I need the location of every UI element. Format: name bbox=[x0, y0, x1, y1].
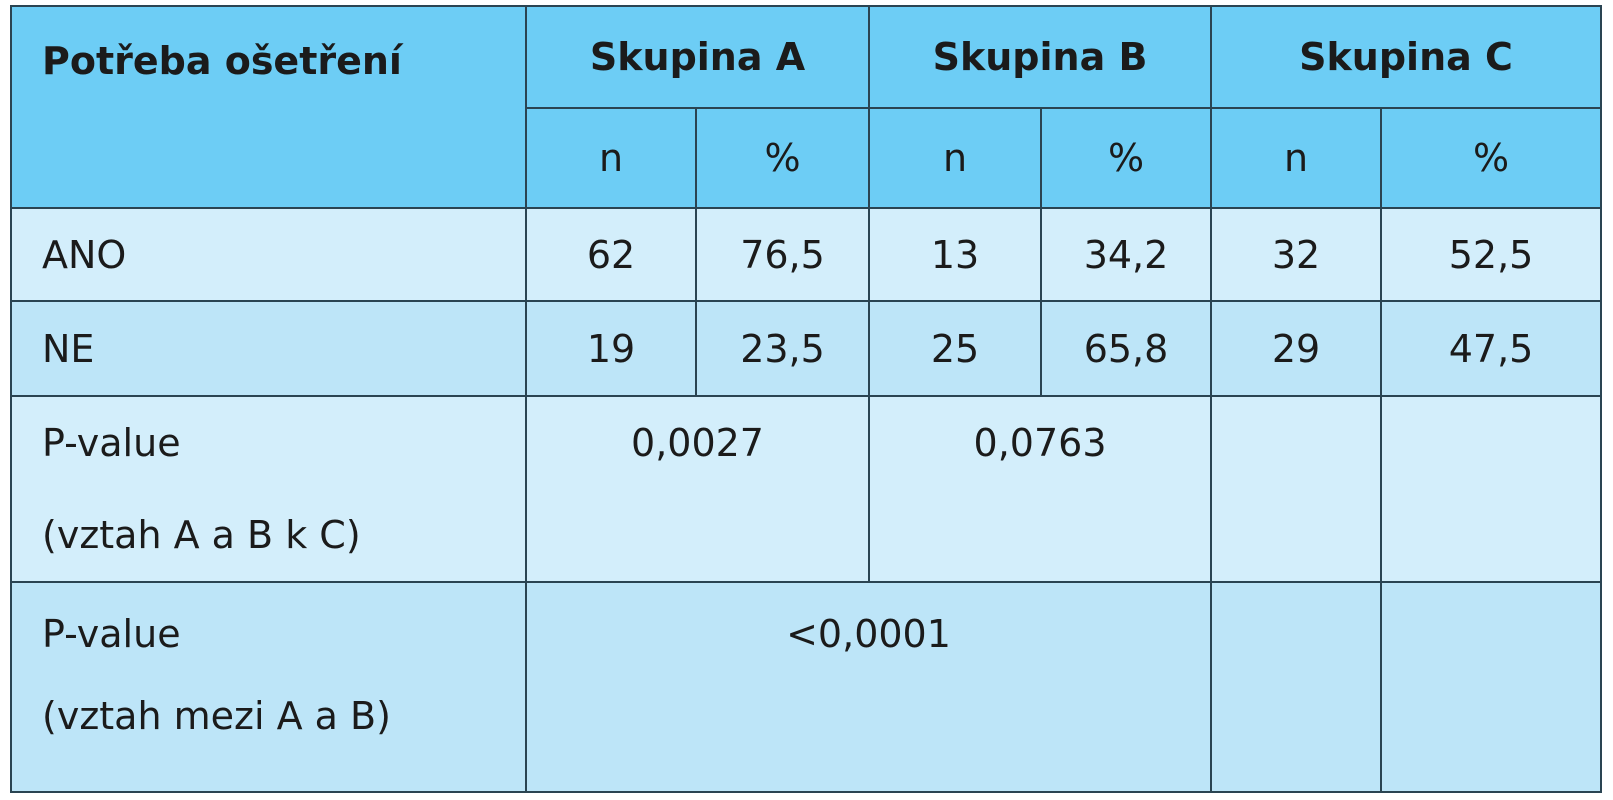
note: (vztah A a B k C) bbox=[42, 513, 361, 557]
cell: 62 bbox=[525, 207, 697, 302]
row-label: ANO bbox=[10, 207, 527, 302]
subheader: % bbox=[1040, 107, 1213, 209]
empty-cell bbox=[1210, 395, 1383, 583]
cell: 76,5 bbox=[694, 207, 871, 302]
cell: 34,2 bbox=[1040, 207, 1213, 302]
cell: 25 bbox=[868, 300, 1043, 397]
note: (vztah mezi A a B) bbox=[42, 694, 391, 738]
group-header: Skupina C bbox=[1210, 5, 1603, 109]
data-row: ANO 62 76,5 13 34,2 32 52,5 bbox=[10, 207, 1603, 302]
row-label: NE bbox=[10, 300, 527, 397]
group-header: Skupina B bbox=[868, 5, 1213, 109]
cell: 47,5 bbox=[1380, 300, 1603, 397]
subheader: % bbox=[1380, 107, 1603, 209]
empty-cell bbox=[1210, 581, 1383, 793]
subheader: n bbox=[1210, 107, 1383, 209]
subheader: n bbox=[525, 107, 697, 209]
data-row: NE 19 23,5 25 65,8 29 47,5 bbox=[10, 300, 1603, 397]
row-label: P-value (vztah A a B k C) bbox=[10, 395, 527, 583]
p-value: 0,0027 bbox=[524, 395, 871, 583]
header-label: Potřeba ošetření bbox=[10, 5, 527, 209]
cell: 29 bbox=[1210, 300, 1383, 397]
subheader: n bbox=[868, 107, 1043, 209]
results-table: Potřeba ošetření Skupina A Skupina B Sku… bbox=[10, 5, 1603, 793]
cell: 65,8 bbox=[1040, 300, 1213, 397]
p-value: 0,0763 bbox=[868, 395, 1213, 583]
label: P-value bbox=[42, 421, 181, 465]
cell: 32 bbox=[1210, 207, 1383, 302]
subheader-row: n % n % n % bbox=[11, 107, 1603, 209]
p-value-row: P-value (vztah A a B k C) 0,0027 0,0763 bbox=[10, 395, 1603, 583]
cell: 19 bbox=[525, 300, 697, 397]
group-header: Skupina A bbox=[524, 5, 871, 109]
row-label: P-value (vztah mezi A a B) bbox=[10, 581, 527, 793]
p-value: <0,0001 bbox=[524, 581, 1213, 793]
label: P-value bbox=[42, 612, 181, 656]
cell: 23,5 bbox=[694, 300, 871, 397]
header-row: Potřeba ošetření Skupina A Skupina B Sku… bbox=[10, 5, 1603, 209]
p-value-row: P-value (vztah mezi A a B) <0,0001 bbox=[10, 581, 1603, 793]
subheader: % bbox=[694, 107, 871, 209]
cell: 13 bbox=[868, 207, 1043, 302]
empty-cell bbox=[1380, 395, 1603, 583]
empty-cell bbox=[1380, 581, 1603, 793]
cell: 52,5 bbox=[1380, 207, 1603, 302]
